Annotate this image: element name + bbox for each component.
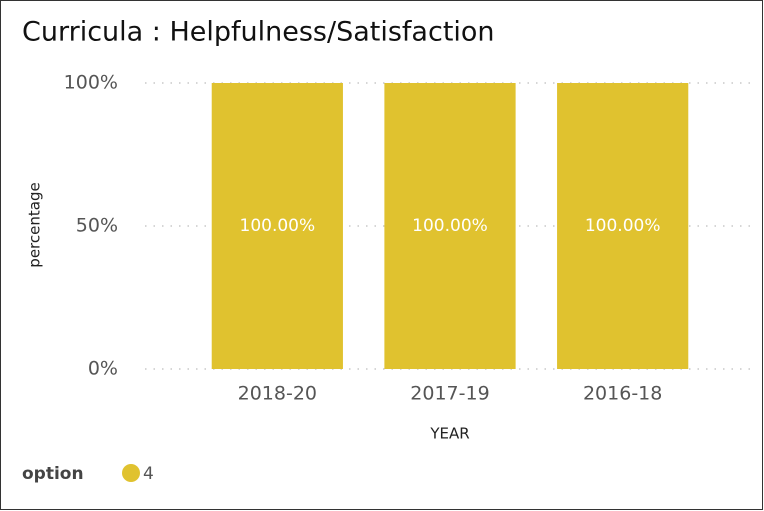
legend-label: 4 [143, 464, 154, 484]
data-label: 100.00% [240, 216, 316, 236]
y-tick-label: 50% [76, 215, 118, 237]
y-axis-label: percentage [26, 182, 44, 267]
data-label: 100.00% [412, 216, 488, 236]
x-tick-label: 2018-20 [238, 383, 317, 405]
legend-marker [122, 464, 140, 482]
chart-title: Curricula : Helpfulness/Satisfaction [22, 17, 495, 48]
y-tick-label: 0% [88, 358, 118, 380]
x-tick-label: 2017-19 [410, 383, 489, 405]
bar [384, 83, 516, 369]
data-label: 100.00% [585, 216, 661, 236]
bar [211, 83, 343, 369]
x-axis-label: YEAR [429, 425, 469, 443]
bar [557, 83, 689, 369]
legend-title: option [22, 464, 84, 484]
x-tick-label: 2016-18 [583, 383, 662, 405]
y-tick-label: 100% [64, 72, 118, 94]
